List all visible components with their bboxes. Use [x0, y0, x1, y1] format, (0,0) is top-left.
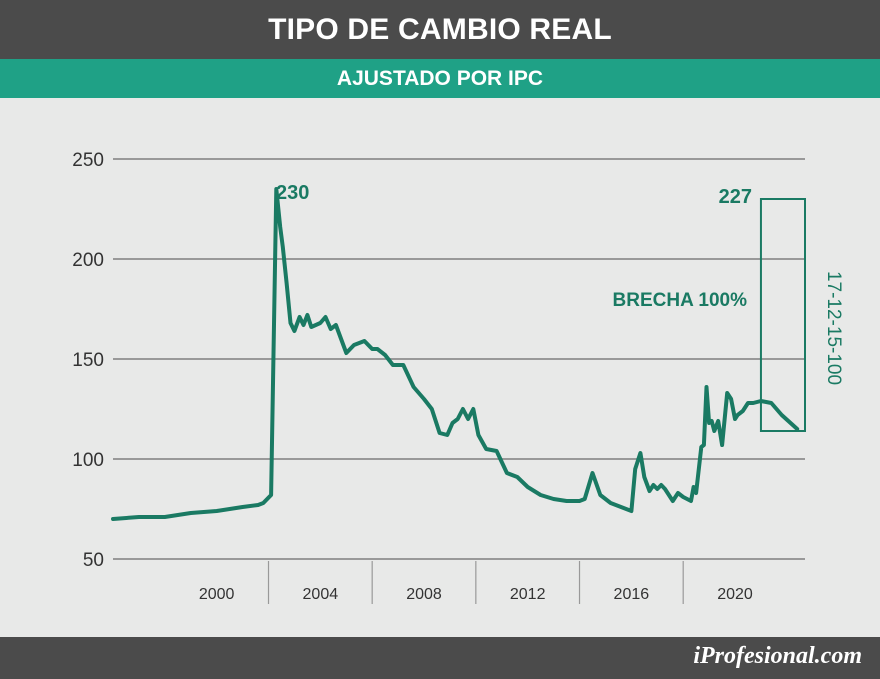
brand-logo: iProfesional.com: [693, 643, 862, 669]
y-tick-label-150: 150: [72, 350, 104, 371]
x-tick-label-2012: 2012: [510, 586, 546, 603]
y-tick-label-200: 200: [72, 250, 104, 271]
y-tick-label-250: 250: [72, 150, 104, 171]
chart-subtitle: AJUSTADO POR IPC: [0, 59, 880, 98]
vertical-note: 17-12-15-100: [823, 271, 844, 385]
y-axis-labels: 50 100 150 200 250: [72, 150, 104, 571]
annotations: 230 227 BRECHA 100% 17-12-15-100: [276, 182, 844, 385]
x-tick-label-2004: 2004: [303, 586, 339, 603]
series-polyline: [111, 187, 800, 521]
brecha-rect: [759, 198, 806, 432]
y-tick-label-100: 100: [72, 450, 104, 471]
x-tick-label-2000: 2000: [199, 586, 235, 603]
x-tick-label-2020: 2020: [717, 586, 753, 603]
brecha-label: BRECHA 100%: [613, 290, 748, 311]
grid-lines: [113, 158, 805, 560]
peak-label: 230: [276, 182, 309, 204]
x-tick-label-2008: 2008: [406, 586, 442, 603]
y-tick-label-50: 50: [83, 550, 104, 571]
current-label: 227: [719, 186, 752, 208]
x-axis: 2000 2004 2008 2012 2016 2020: [199, 561, 753, 604]
chart-title: TIPO DE CAMBIO REAL: [0, 0, 880, 59]
brecha-box: [759, 198, 806, 432]
footer: iProfesional.com: [0, 637, 880, 679]
series-line: [111, 187, 800, 521]
x-tick-label-2016: 2016: [614, 586, 650, 603]
